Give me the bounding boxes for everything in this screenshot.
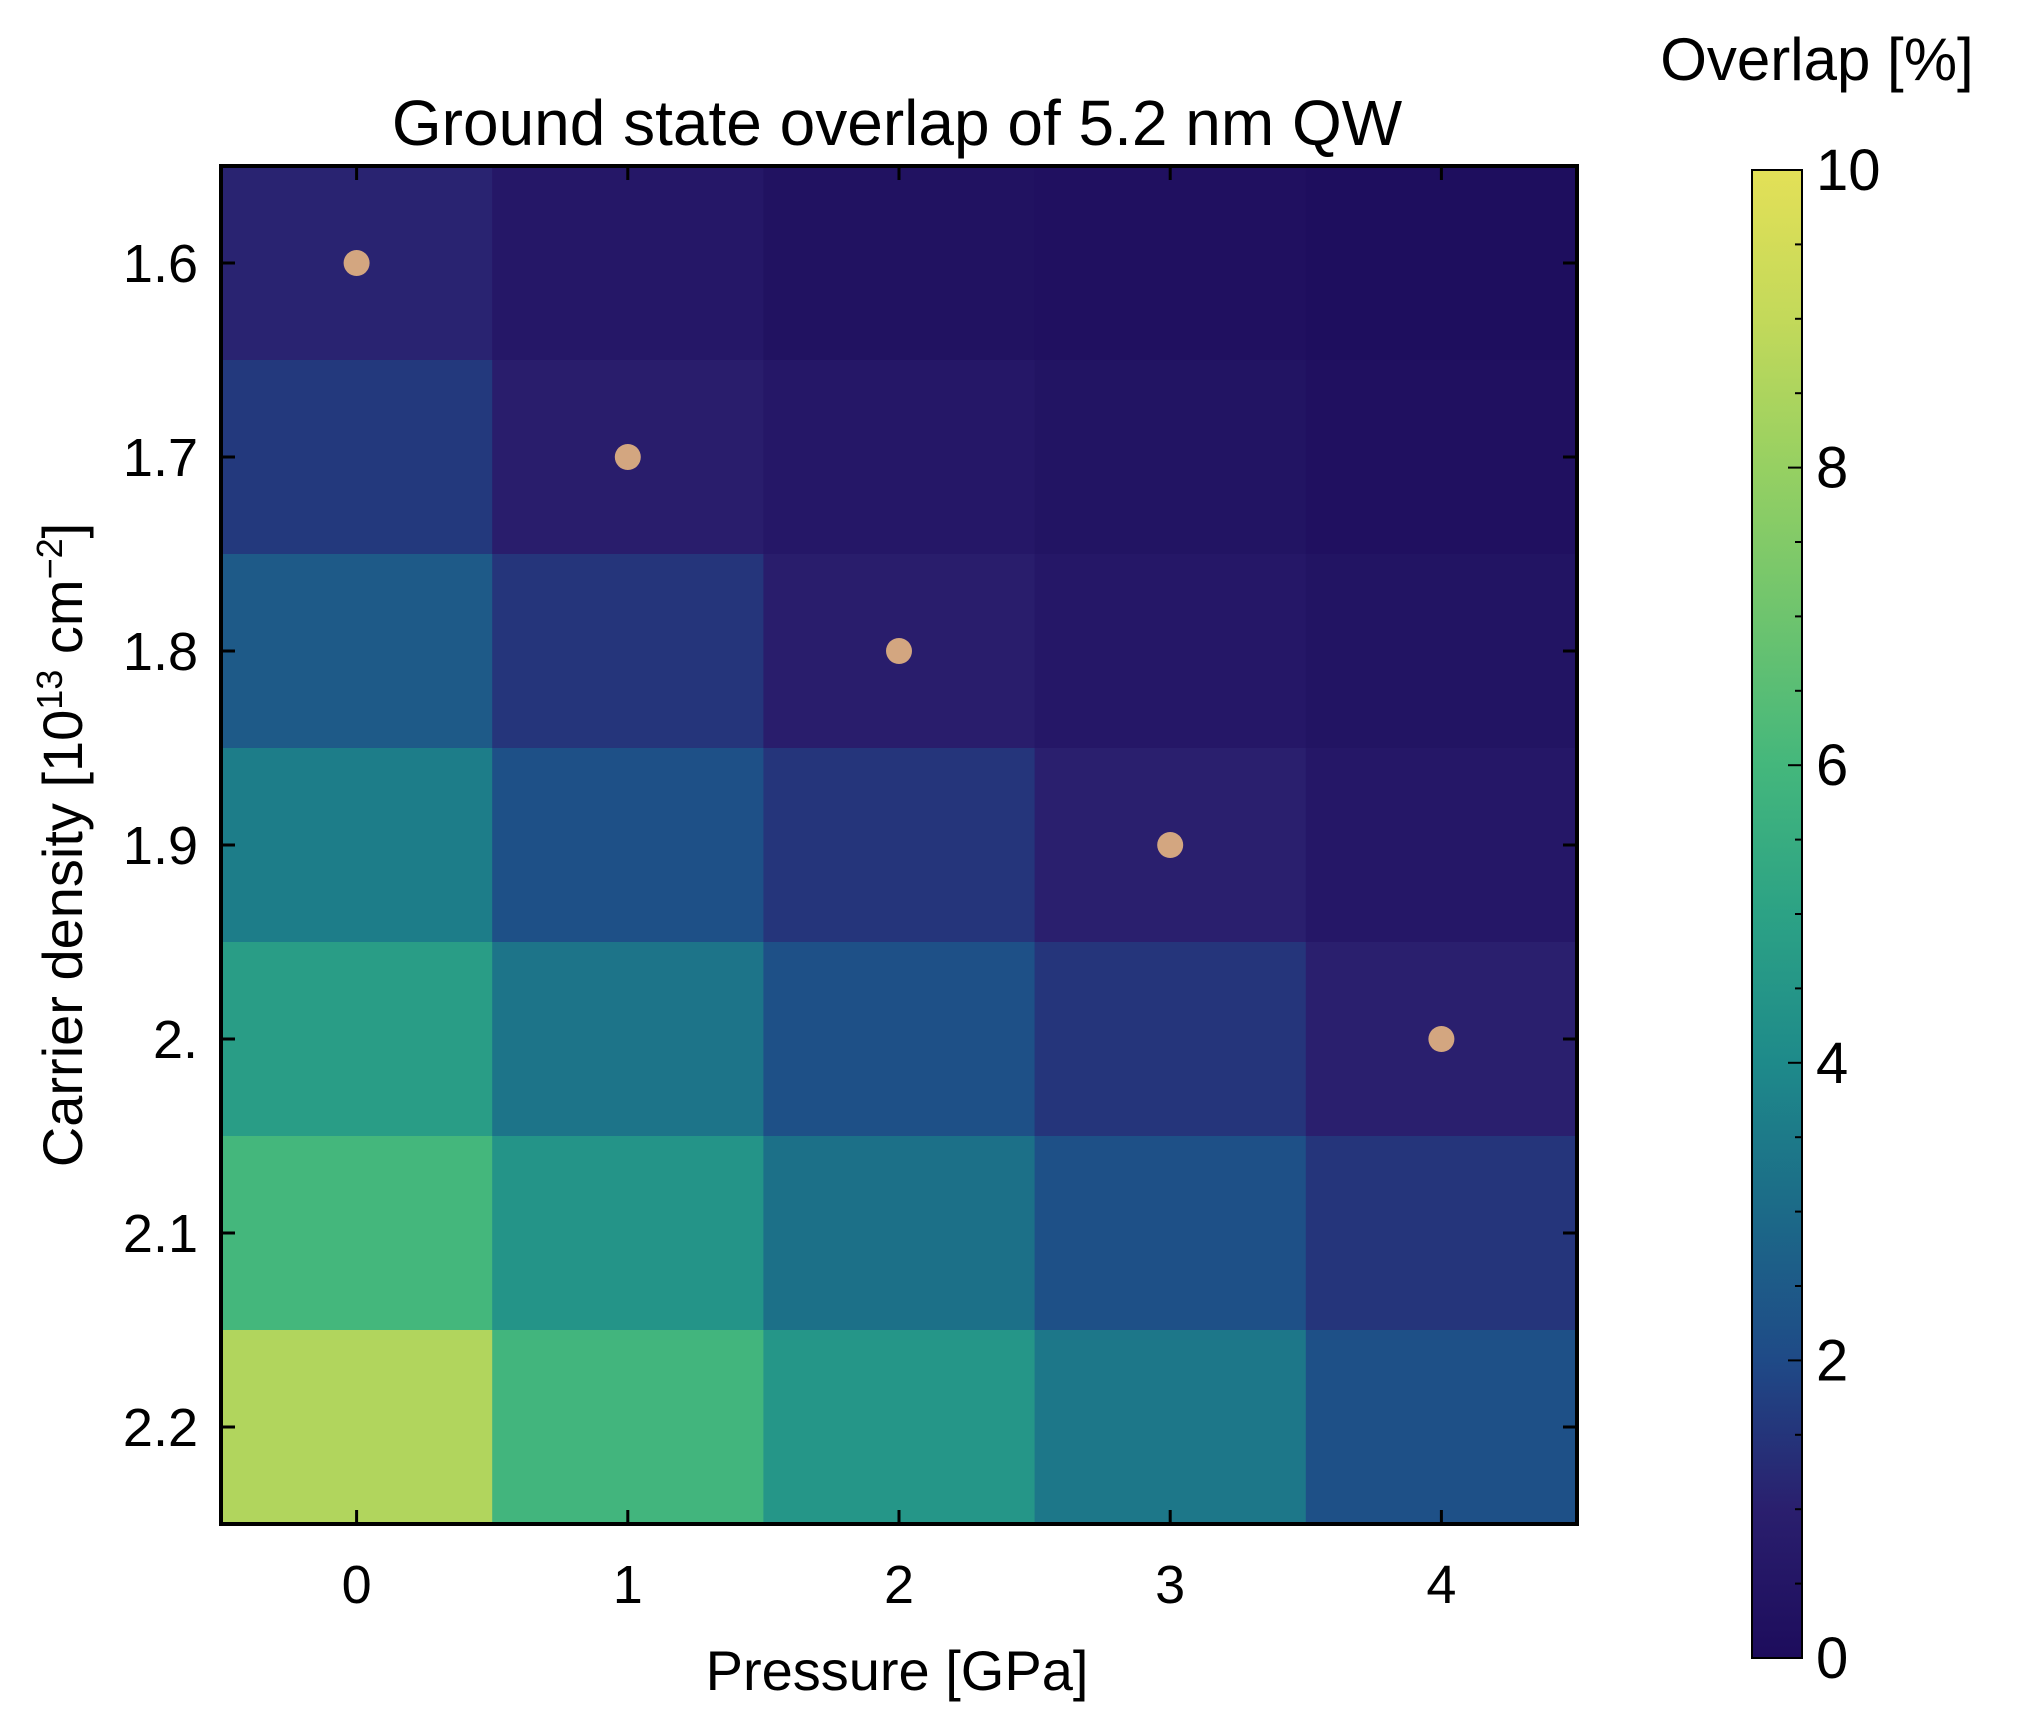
x-tick-label: 4 <box>1426 1555 1456 1615</box>
heatmap-cell <box>1034 166 1307 361</box>
y-axis-label-mid: cm <box>31 579 94 669</box>
colorbar-tick-label: 10 <box>1816 138 1881 203</box>
data-marker <box>614 444 641 470</box>
heatmap-cell <box>763 360 1036 555</box>
colorbar-tick-label: 6 <box>1816 733 1848 798</box>
heatmap-cell <box>1305 554 1578 749</box>
chart-title: Ground state overlap of 5.2 nm QW <box>392 87 1403 159</box>
y-tick-label: 1.6 <box>123 234 198 294</box>
heatmap-cell <box>1305 360 1578 555</box>
x-tick-label: 1 <box>613 1555 643 1615</box>
colorbar-tick-label: 8 <box>1816 436 1848 501</box>
y-tick-label: 2.2 <box>123 1398 198 1458</box>
data-marker <box>886 638 912 664</box>
heatmap-cell <box>221 554 493 749</box>
heatmap-cell <box>221 942 493 1137</box>
y-axis-label-exp1: 13 <box>29 670 70 710</box>
heatmap-cell <box>492 748 764 943</box>
heatmap-cell <box>221 360 493 555</box>
heatmap-cell <box>763 1136 1036 1331</box>
heatmap-cell <box>492 942 764 1137</box>
colorbar-label: Overlap [%] <box>1660 26 1973 93</box>
heatmap-cells <box>221 166 1578 1525</box>
x-tick-label: 0 <box>342 1555 372 1615</box>
x-tick-label: 2 <box>884 1555 914 1615</box>
heatmap-cell <box>221 1330 493 1525</box>
colorbar <box>1751 169 1803 1659</box>
y-tick-label: 1.9 <box>123 816 198 876</box>
x-tick-label: 3 <box>1155 1555 1185 1615</box>
y-axis-label-exp2: −2 <box>29 538 70 579</box>
heatmap-cell <box>492 1330 764 1525</box>
heatmap-cell <box>221 1136 493 1331</box>
heatmap-cell <box>492 1136 764 1331</box>
heatmap-cell <box>1305 748 1578 943</box>
y-axis-label-prefix: Carrier density [10 <box>31 710 94 1168</box>
y-tick-label: 2.1 <box>123 1204 198 1264</box>
y-tick-label: 2. <box>153 1010 198 1070</box>
y-tick-label: 1.7 <box>123 428 198 488</box>
heatmap-cell <box>492 166 764 361</box>
data-marker <box>343 250 370 276</box>
y-axis: 1.6 1.7 1.8 1.9 2. 2.1 2.2 <box>123 234 1577 1458</box>
heatmap-cell <box>763 942 1036 1137</box>
heatmap-cell <box>1305 1330 1578 1525</box>
heatmap-cell <box>492 554 764 749</box>
heatmap-cell <box>763 748 1036 943</box>
heatmap-cell <box>1305 166 1578 361</box>
colorbar-ticks: 0 2 4 6 8 10 <box>1788 138 1881 1691</box>
heatmap-cell <box>221 748 493 943</box>
y-axis-label: Carrier density [1013 cm−2] <box>29 523 95 1167</box>
heatmap-cell <box>763 1330 1036 1525</box>
heatmap-cell <box>1305 1136 1578 1331</box>
plot-frame <box>219 164 1579 1526</box>
markers-layer <box>343 250 1455 1052</box>
data-marker <box>1157 832 1184 858</box>
heatmap-cell <box>1034 1330 1307 1525</box>
x-axis-label: Pressure [GPa] <box>706 1639 1089 1702</box>
heatmap-cell <box>1034 554 1307 749</box>
colorbar-tick-label: 4 <box>1816 1031 1848 1096</box>
y-tick-label: 1.8 <box>123 622 198 682</box>
heatmap-cell <box>1034 360 1307 555</box>
x-axis: 0 1 2 3 4 <box>342 166 1456 1615</box>
data-marker <box>1428 1026 1455 1052</box>
colorbar-tick-label: 2 <box>1816 1328 1848 1393</box>
y-axis-label-suffix: ] <box>31 523 94 539</box>
colorbar-tick-label: 0 <box>1816 1626 1848 1691</box>
heatmap-cell <box>1034 1136 1307 1331</box>
heatmap-cell <box>1034 942 1307 1137</box>
heatmap-cell <box>763 166 1036 361</box>
